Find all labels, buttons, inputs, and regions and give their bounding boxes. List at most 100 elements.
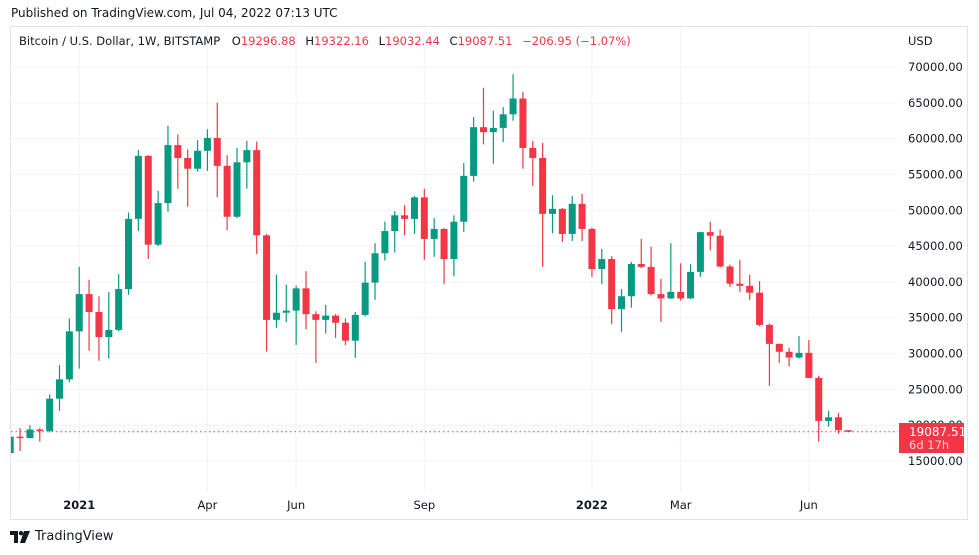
candle[interactable]	[95, 296, 103, 361]
y-tick-label: 15000.00	[908, 454, 963, 468]
low-value: 19032.44	[385, 34, 440, 48]
candle[interactable]	[36, 428, 44, 442]
candle[interactable]	[775, 343, 783, 363]
candle[interactable]	[134, 150, 142, 232]
candle[interactable]	[105, 291, 113, 359]
candle[interactable]	[608, 256, 616, 325]
candle[interactable]	[381, 221, 389, 261]
candle[interactable]	[46, 394, 54, 433]
candle[interactable]	[391, 210, 399, 253]
candle[interactable]	[598, 248, 606, 285]
candle[interactable]	[499, 107, 507, 143]
candle[interactable]	[529, 140, 537, 186]
candle[interactable]	[144, 155, 152, 259]
candle[interactable]	[361, 261, 369, 317]
candle[interactable]	[637, 238, 645, 269]
candle[interactable]	[184, 149, 192, 207]
candle[interactable]	[174, 134, 182, 189]
candle[interactable]	[785, 347, 793, 367]
candle[interactable]	[233, 147, 241, 219]
candle[interactable]	[351, 312, 359, 358]
candle[interactable]	[509, 74, 517, 121]
candle-body	[85, 294, 93, 313]
candle[interactable]	[194, 140, 202, 172]
candle-body	[568, 203, 576, 234]
candle[interactable]	[647, 246, 655, 296]
candle[interactable]	[470, 117, 478, 182]
candle[interactable]	[450, 215, 458, 277]
candle[interactable]	[65, 318, 73, 383]
candle[interactable]	[243, 140, 251, 189]
candle-body	[509, 98, 517, 115]
candle[interactable]	[834, 413, 842, 434]
candle-body	[391, 215, 399, 232]
time-axis[interactable]: 2021 Apr Jun Sep 2022 Mar Jun	[63, 498, 818, 512]
tradingview-branding[interactable]: TradingView	[10, 529, 114, 544]
candle[interactable]	[341, 318, 349, 345]
candle[interactable]	[75, 266, 83, 369]
candle[interactable]	[825, 410, 833, 427]
price-axis[interactable]: USD 15000.0020000.0025000.0030000.003500…	[908, 34, 963, 468]
candle[interactable]	[312, 311, 320, 363]
candle[interactable]	[115, 274, 123, 332]
candle[interactable]	[125, 212, 133, 295]
candle[interactable]	[578, 193, 586, 242]
candle[interactable]	[223, 155, 231, 231]
candle[interactable]	[627, 261, 635, 308]
candle[interactable]	[618, 289, 626, 333]
candle-body	[460, 175, 468, 222]
candle[interactable]	[558, 208, 566, 242]
candle[interactable]	[253, 141, 261, 254]
candle[interactable]	[795, 336, 803, 359]
candle[interactable]	[272, 274, 280, 328]
candle[interactable]	[696, 231, 704, 277]
candle[interactable]	[85, 279, 93, 351]
candle[interactable]	[479, 87, 487, 145]
candle[interactable]	[765, 323, 773, 386]
candle[interactable]	[519, 92, 527, 169]
candle-body	[677, 291, 685, 299]
candle[interactable]	[203, 129, 211, 171]
candle-body	[36, 429, 44, 431]
candle[interactable]	[746, 274, 754, 300]
candle[interactable]	[282, 284, 290, 323]
candle[interactable]	[164, 125, 172, 212]
candle[interactable]	[667, 243, 675, 300]
candle[interactable]	[539, 142, 547, 267]
candle[interactable]	[401, 205, 409, 236]
candle[interactable]	[677, 263, 685, 301]
candle[interactable]	[460, 162, 468, 232]
candle[interactable]	[489, 110, 497, 164]
candle[interactable]	[706, 221, 714, 251]
candle[interactable]	[213, 102, 221, 198]
candle[interactable]	[332, 314, 340, 338]
candle[interactable]	[322, 304, 330, 334]
candle-body	[381, 231, 389, 254]
candle[interactable]	[56, 365, 63, 411]
candle[interactable]	[716, 229, 724, 268]
candle[interactable]	[410, 195, 418, 234]
candle[interactable]	[568, 195, 576, 242]
candle[interactable]	[736, 259, 744, 292]
candle[interactable]	[154, 190, 162, 247]
candle[interactable]	[657, 279, 665, 323]
y-tick-label: 65000.00	[908, 96, 963, 110]
symbol-title[interactable]: Bitcoin / U.S. Dollar, 1W, BITSTAMP	[19, 34, 221, 48]
candle[interactable]	[756, 281, 764, 327]
candle[interactable]	[420, 188, 428, 260]
candle[interactable]	[263, 233, 271, 352]
candle[interactable]	[549, 195, 556, 234]
candle[interactable]	[371, 243, 379, 300]
candle[interactable]	[440, 228, 448, 285]
candle[interactable]	[687, 264, 695, 300]
candle-body	[332, 315, 340, 323]
candle[interactable]	[302, 271, 310, 330]
candle[interactable]	[805, 339, 813, 378]
candle[interactable]	[7, 434, 14, 454]
candle[interactable]	[588, 227, 596, 277]
candle[interactable]	[815, 375, 823, 442]
candle[interactable]	[430, 218, 438, 257]
candle[interactable]	[726, 264, 734, 287]
candle[interactable]	[292, 285, 300, 345]
